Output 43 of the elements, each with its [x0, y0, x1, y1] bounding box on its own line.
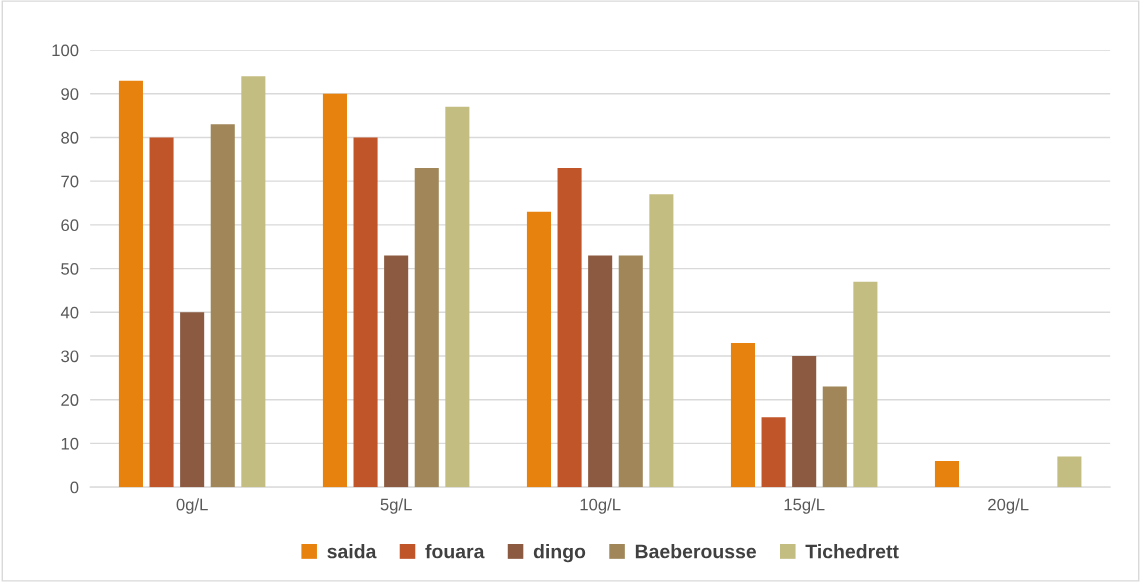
bar [588, 255, 613, 488]
x-tick-label: 20g/L [988, 498, 1029, 514]
x-tick-label: 10g/L [580, 498, 621, 514]
legend-label: fouara [425, 544, 485, 559]
bar [526, 211, 551, 488]
bar [853, 281, 878, 488]
y-tick-label: 40 [60, 306, 79, 319]
bar [210, 124, 235, 488]
x-tick-label: 5g/L [380, 498, 412, 514]
bar [322, 93, 347, 488]
bar [241, 76, 266, 488]
y-tick-label: 0 [70, 481, 79, 494]
y-tick-label: 20 [61, 394, 79, 406]
y-tick-label: 70 [61, 175, 79, 188]
y-tick-label: 60 [61, 219, 79, 232]
bar [730, 342, 756, 488]
bar [934, 460, 960, 488]
x-tick-label: 15g/L [784, 498, 825, 514]
legend-label: saida [327, 544, 377, 559]
y-tick-label: 100 [52, 44, 79, 57]
legend-label: Tichedrett [805, 544, 899, 559]
bar [445, 106, 470, 488]
y-tick-label: 10 [61, 437, 79, 450]
bar [149, 137, 174, 488]
bar [384, 255, 409, 488]
legend-label: dingo [533, 544, 586, 563]
bar [822, 386, 847, 488]
y-tick-label: 80 [61, 131, 79, 144]
bar [649, 194, 674, 488]
bar [118, 80, 143, 488]
y-tick-label: 50 [61, 262, 79, 275]
x-tick-label: 0g/L [176, 498, 208, 514]
bar [414, 168, 439, 488]
y-tick-label: 30 [61, 350, 79, 363]
bar [557, 168, 582, 488]
bar [1057, 456, 1082, 488]
bar [792, 356, 817, 488]
bar [180, 312, 205, 488]
y-tick-label: 90 [61, 88, 79, 100]
bar [353, 137, 378, 488]
bar [618, 255, 643, 488]
legend-label: Baeberousse [635, 544, 757, 559]
bar [761, 417, 786, 488]
